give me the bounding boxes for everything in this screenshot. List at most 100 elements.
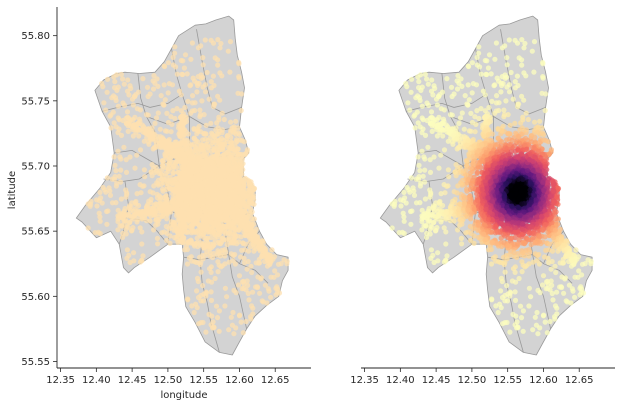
data-point [200, 55, 205, 60]
data-point [237, 188, 242, 193]
data-point [429, 77, 434, 82]
data-point [236, 74, 241, 79]
data-point [96, 230, 101, 235]
data-point [241, 180, 246, 185]
data-point [212, 134, 217, 139]
data-point [182, 217, 187, 222]
data-point [131, 209, 136, 214]
data-point [227, 168, 232, 173]
data-point [259, 275, 264, 280]
data-point [151, 73, 156, 78]
data-point [163, 97, 168, 102]
data-point [224, 181, 229, 186]
data-point [230, 214, 235, 219]
data-point [212, 148, 217, 153]
data-point [226, 327, 231, 332]
data-point [140, 216, 145, 221]
x-tick-label: 12.55 [189, 375, 218, 386]
data-point [133, 200, 138, 205]
data-point [128, 86, 133, 91]
data-point [168, 207, 173, 212]
data-point [507, 89, 512, 94]
data-point [159, 93, 164, 98]
data-point [178, 222, 183, 227]
data-point [249, 216, 254, 221]
x-tick-label: 12.65 [261, 375, 290, 386]
data-point [268, 275, 273, 280]
data-point [180, 157, 185, 162]
data-point [237, 132, 242, 137]
data-point [203, 208, 208, 213]
data-point [246, 205, 251, 210]
data-point [463, 93, 468, 98]
data-point [125, 77, 130, 82]
data-point [418, 98, 423, 103]
y-tick-label: 55.60 [21, 292, 50, 303]
data-point [250, 194, 255, 199]
data-point [179, 207, 184, 212]
data-point [187, 255, 192, 260]
data-point [113, 168, 118, 173]
data-point [166, 178, 171, 183]
data-point [235, 214, 240, 219]
data-point [200, 283, 205, 288]
data-point [204, 123, 209, 128]
data-point [174, 205, 179, 210]
data-point [150, 190, 155, 195]
data-point [131, 102, 136, 107]
data-point [216, 157, 221, 162]
data-point [191, 76, 196, 81]
data-point [97, 190, 102, 195]
data-point [166, 90, 171, 95]
data-point [180, 186, 185, 191]
data-point [148, 218, 153, 223]
data-point [175, 159, 180, 164]
data-point [121, 145, 126, 150]
data-point [216, 221, 221, 226]
data-point [194, 89, 199, 94]
data-point [217, 263, 222, 268]
data-point [140, 210, 145, 215]
data-point [115, 227, 120, 232]
data-point [228, 120, 233, 125]
data-point [123, 187, 128, 192]
data-point [203, 142, 208, 147]
data-point [247, 188, 252, 193]
data-point [422, 168, 427, 173]
data-point [182, 105, 187, 110]
data-point [204, 236, 209, 241]
data-point [535, 288, 540, 293]
data-point [223, 202, 228, 207]
data-point [203, 330, 208, 335]
data-point [543, 320, 548, 325]
data-point [172, 222, 177, 227]
data-point [186, 170, 191, 175]
data-point [115, 130, 120, 135]
data-point [211, 74, 216, 79]
data-point [203, 293, 208, 298]
data-point [181, 195, 186, 200]
data-point [229, 315, 234, 320]
data-point [220, 111, 225, 116]
data-point [127, 154, 132, 159]
data-point [203, 89, 208, 94]
data-point [114, 98, 119, 103]
data-point [98, 195, 103, 200]
data-point [231, 288, 236, 293]
data-point [195, 83, 200, 88]
data-point [185, 150, 190, 155]
data-point [226, 49, 231, 54]
data-point [172, 51, 177, 56]
data-point [180, 58, 185, 63]
data-point [218, 209, 223, 214]
data-point [150, 136, 155, 141]
data-point [225, 212, 230, 217]
data-point [216, 227, 221, 232]
x-axis-label: longitude [160, 390, 207, 401]
data-point [189, 224, 194, 229]
data-point [140, 76, 145, 81]
data-point [201, 226, 206, 231]
data-point [155, 222, 160, 227]
data-point [208, 143, 213, 148]
